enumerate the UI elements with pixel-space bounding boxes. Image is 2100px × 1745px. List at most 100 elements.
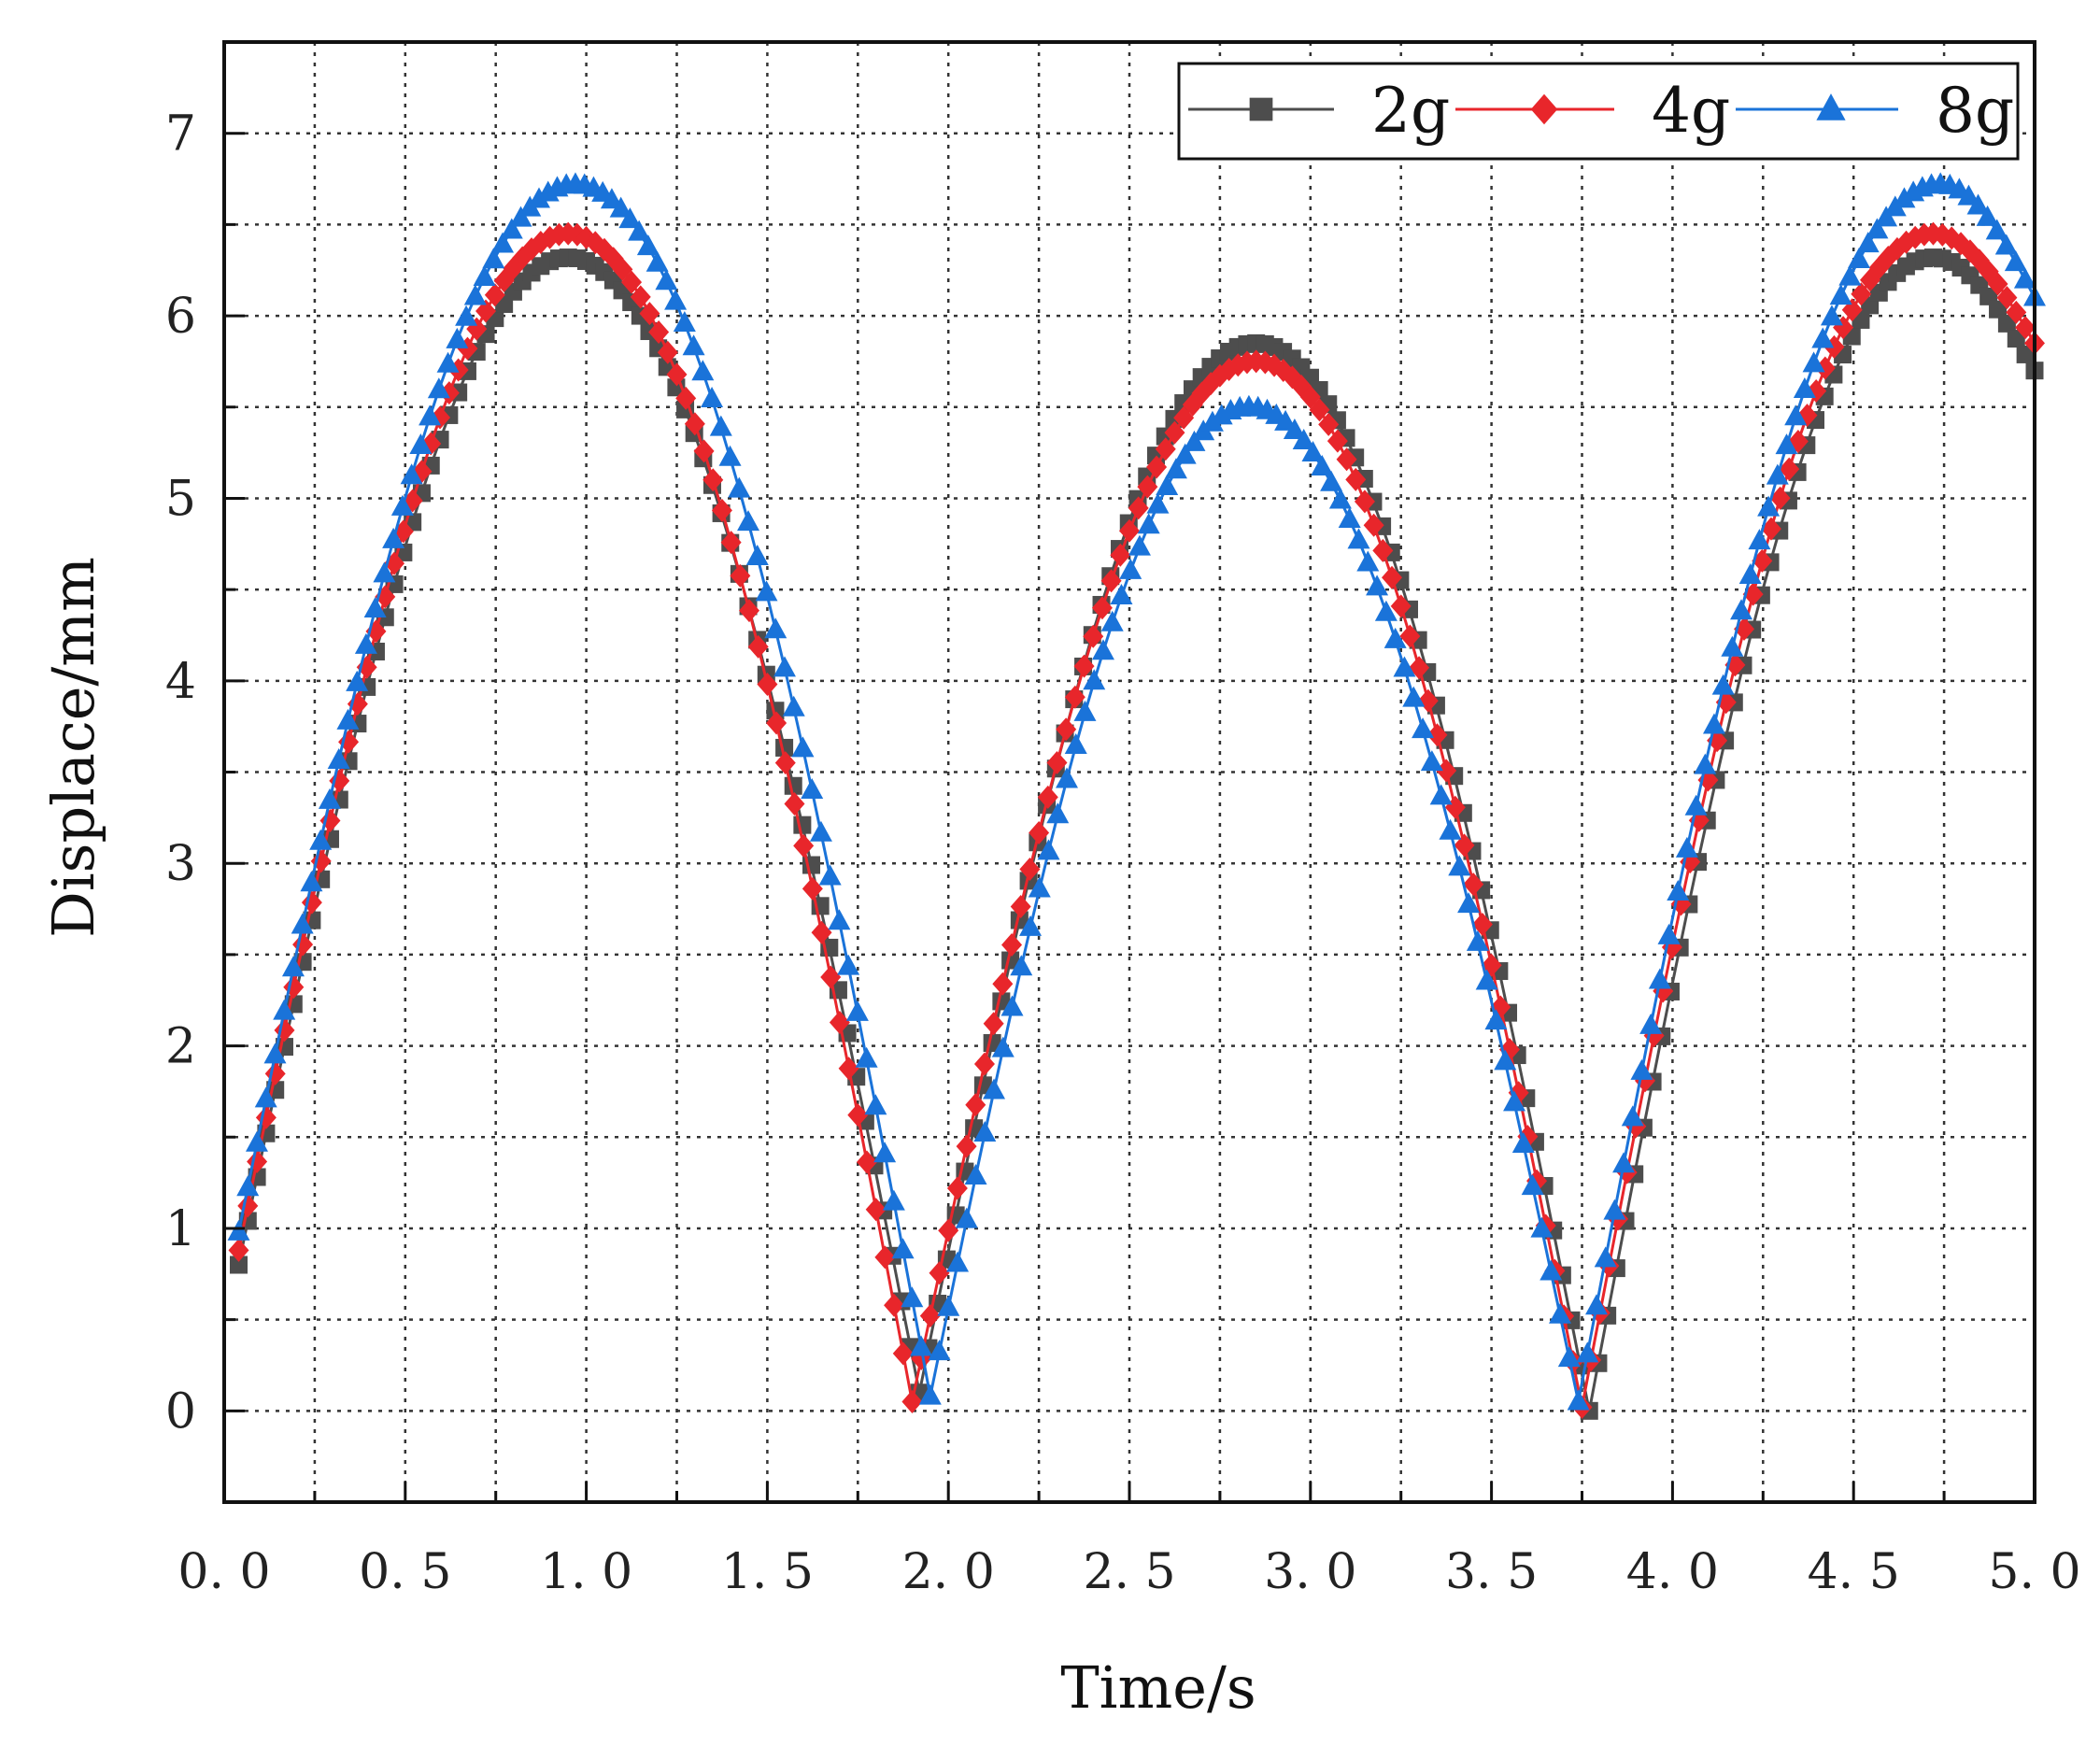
series-point [636, 234, 660, 256]
series-point [628, 220, 651, 241]
series-point [1439, 818, 1462, 840]
series-point [973, 1120, 997, 1142]
legend-label-4g: 4g [1652, 75, 1730, 147]
series-point [482, 248, 505, 269]
series-point [390, 494, 414, 516]
series-point [245, 1130, 268, 1152]
series-point [829, 1011, 850, 1035]
series-point [336, 708, 360, 730]
series-point [818, 864, 842, 886]
y-tick-label: 7 [165, 106, 196, 163]
series-point [1814, 356, 1836, 380]
series-point [793, 833, 815, 858]
series-point [1010, 895, 1031, 919]
series-point [965, 1093, 986, 1117]
series-point [657, 340, 678, 364]
series-point [648, 319, 670, 344]
series-point [618, 207, 642, 229]
series-point [847, 1103, 869, 1128]
series-point [730, 563, 751, 588]
series-point [828, 909, 851, 930]
series-point [1412, 717, 1435, 739]
series-point [2007, 330, 2025, 348]
series-point [837, 954, 860, 975]
series-point [1594, 1246, 1617, 1268]
series-point [991, 1036, 1015, 1057]
series-point [701, 387, 724, 408]
series-point [2015, 316, 2036, 340]
series-point [1010, 955, 1033, 976]
series-point [1402, 686, 1426, 707]
series-point [1028, 876, 1051, 898]
series-point [254, 1086, 277, 1108]
y-tick-label: 1 [165, 1201, 196, 1257]
series-point [919, 1304, 941, 1328]
series-point [946, 1251, 970, 1272]
series-point [884, 1293, 905, 1317]
series-point [691, 360, 715, 381]
series-point [737, 510, 760, 532]
series-point [1372, 538, 1394, 562]
series-point [1957, 184, 1980, 206]
series-point [446, 327, 469, 348]
series-point [1567, 1389, 1590, 1411]
series-point [1390, 594, 1412, 618]
series-point [1730, 599, 1753, 620]
series-point [1301, 441, 1325, 462]
series-point [1283, 418, 1306, 439]
series-point [473, 264, 496, 286]
series-point [509, 206, 532, 227]
series-point [1056, 717, 1077, 742]
series-point [1576, 1341, 1599, 1363]
data-series [227, 172, 2046, 1420]
y-tick-label: 2 [165, 1019, 196, 1075]
series-point [711, 498, 732, 522]
series-point [1399, 624, 1421, 648]
x-tick-label: 1. 0 [540, 1544, 632, 1600]
x-tick-label: 2. 5 [1083, 1544, 1175, 1600]
series-point [1766, 463, 1789, 485]
tick-labels: 0. 0 0. 5 1. 0 1. 5 2. 0 2. 5 3. 0 3. 5 4. 0 4. 5… [165, 106, 2081, 1600]
series-point [1503, 1090, 1526, 1112]
series-point [1511, 1131, 1535, 1153]
series-point [820, 965, 842, 989]
x-tick-label: 3. 0 [1264, 1544, 1356, 1600]
series-point [1073, 654, 1095, 678]
series-point [1091, 596, 1113, 620]
series-point [1521, 1174, 1544, 1196]
series-point [1128, 534, 1151, 556]
series-point [1110, 583, 1133, 604]
series-point [1100, 569, 1122, 593]
series-point [1494, 1049, 1517, 1071]
series-point [1475, 969, 1498, 990]
series-point [1994, 234, 2018, 255]
series-point [1128, 496, 1149, 520]
series-point [882, 1189, 905, 1211]
series-point [1309, 398, 1330, 422]
series-point [664, 289, 688, 310]
series-point [500, 218, 523, 239]
series-point [874, 1245, 896, 1270]
series-point [684, 412, 705, 436]
series-point [1856, 232, 1880, 253]
y-axis-title: Displace/mm [39, 557, 107, 938]
series-point [845, 1000, 869, 1021]
series-point [983, 1012, 1004, 1036]
series-point [1585, 1294, 1609, 1315]
series-point [1292, 429, 1315, 450]
series-point [646, 250, 669, 272]
series-point [1311, 454, 1334, 475]
series-point [728, 476, 751, 498]
series-point [463, 284, 487, 305]
series-point [1345, 467, 1367, 491]
series-point [400, 463, 423, 485]
series-point [856, 1150, 877, 1174]
series-point [1757, 495, 1781, 517]
series-point [1769, 486, 1791, 510]
series-point [1249, 97, 1273, 121]
series-point [1137, 475, 1158, 499]
series-point [809, 820, 832, 842]
series-point [1793, 377, 1816, 399]
series-point [1119, 518, 1140, 543]
x-tick-label: 0. 0 [177, 1544, 270, 1600]
